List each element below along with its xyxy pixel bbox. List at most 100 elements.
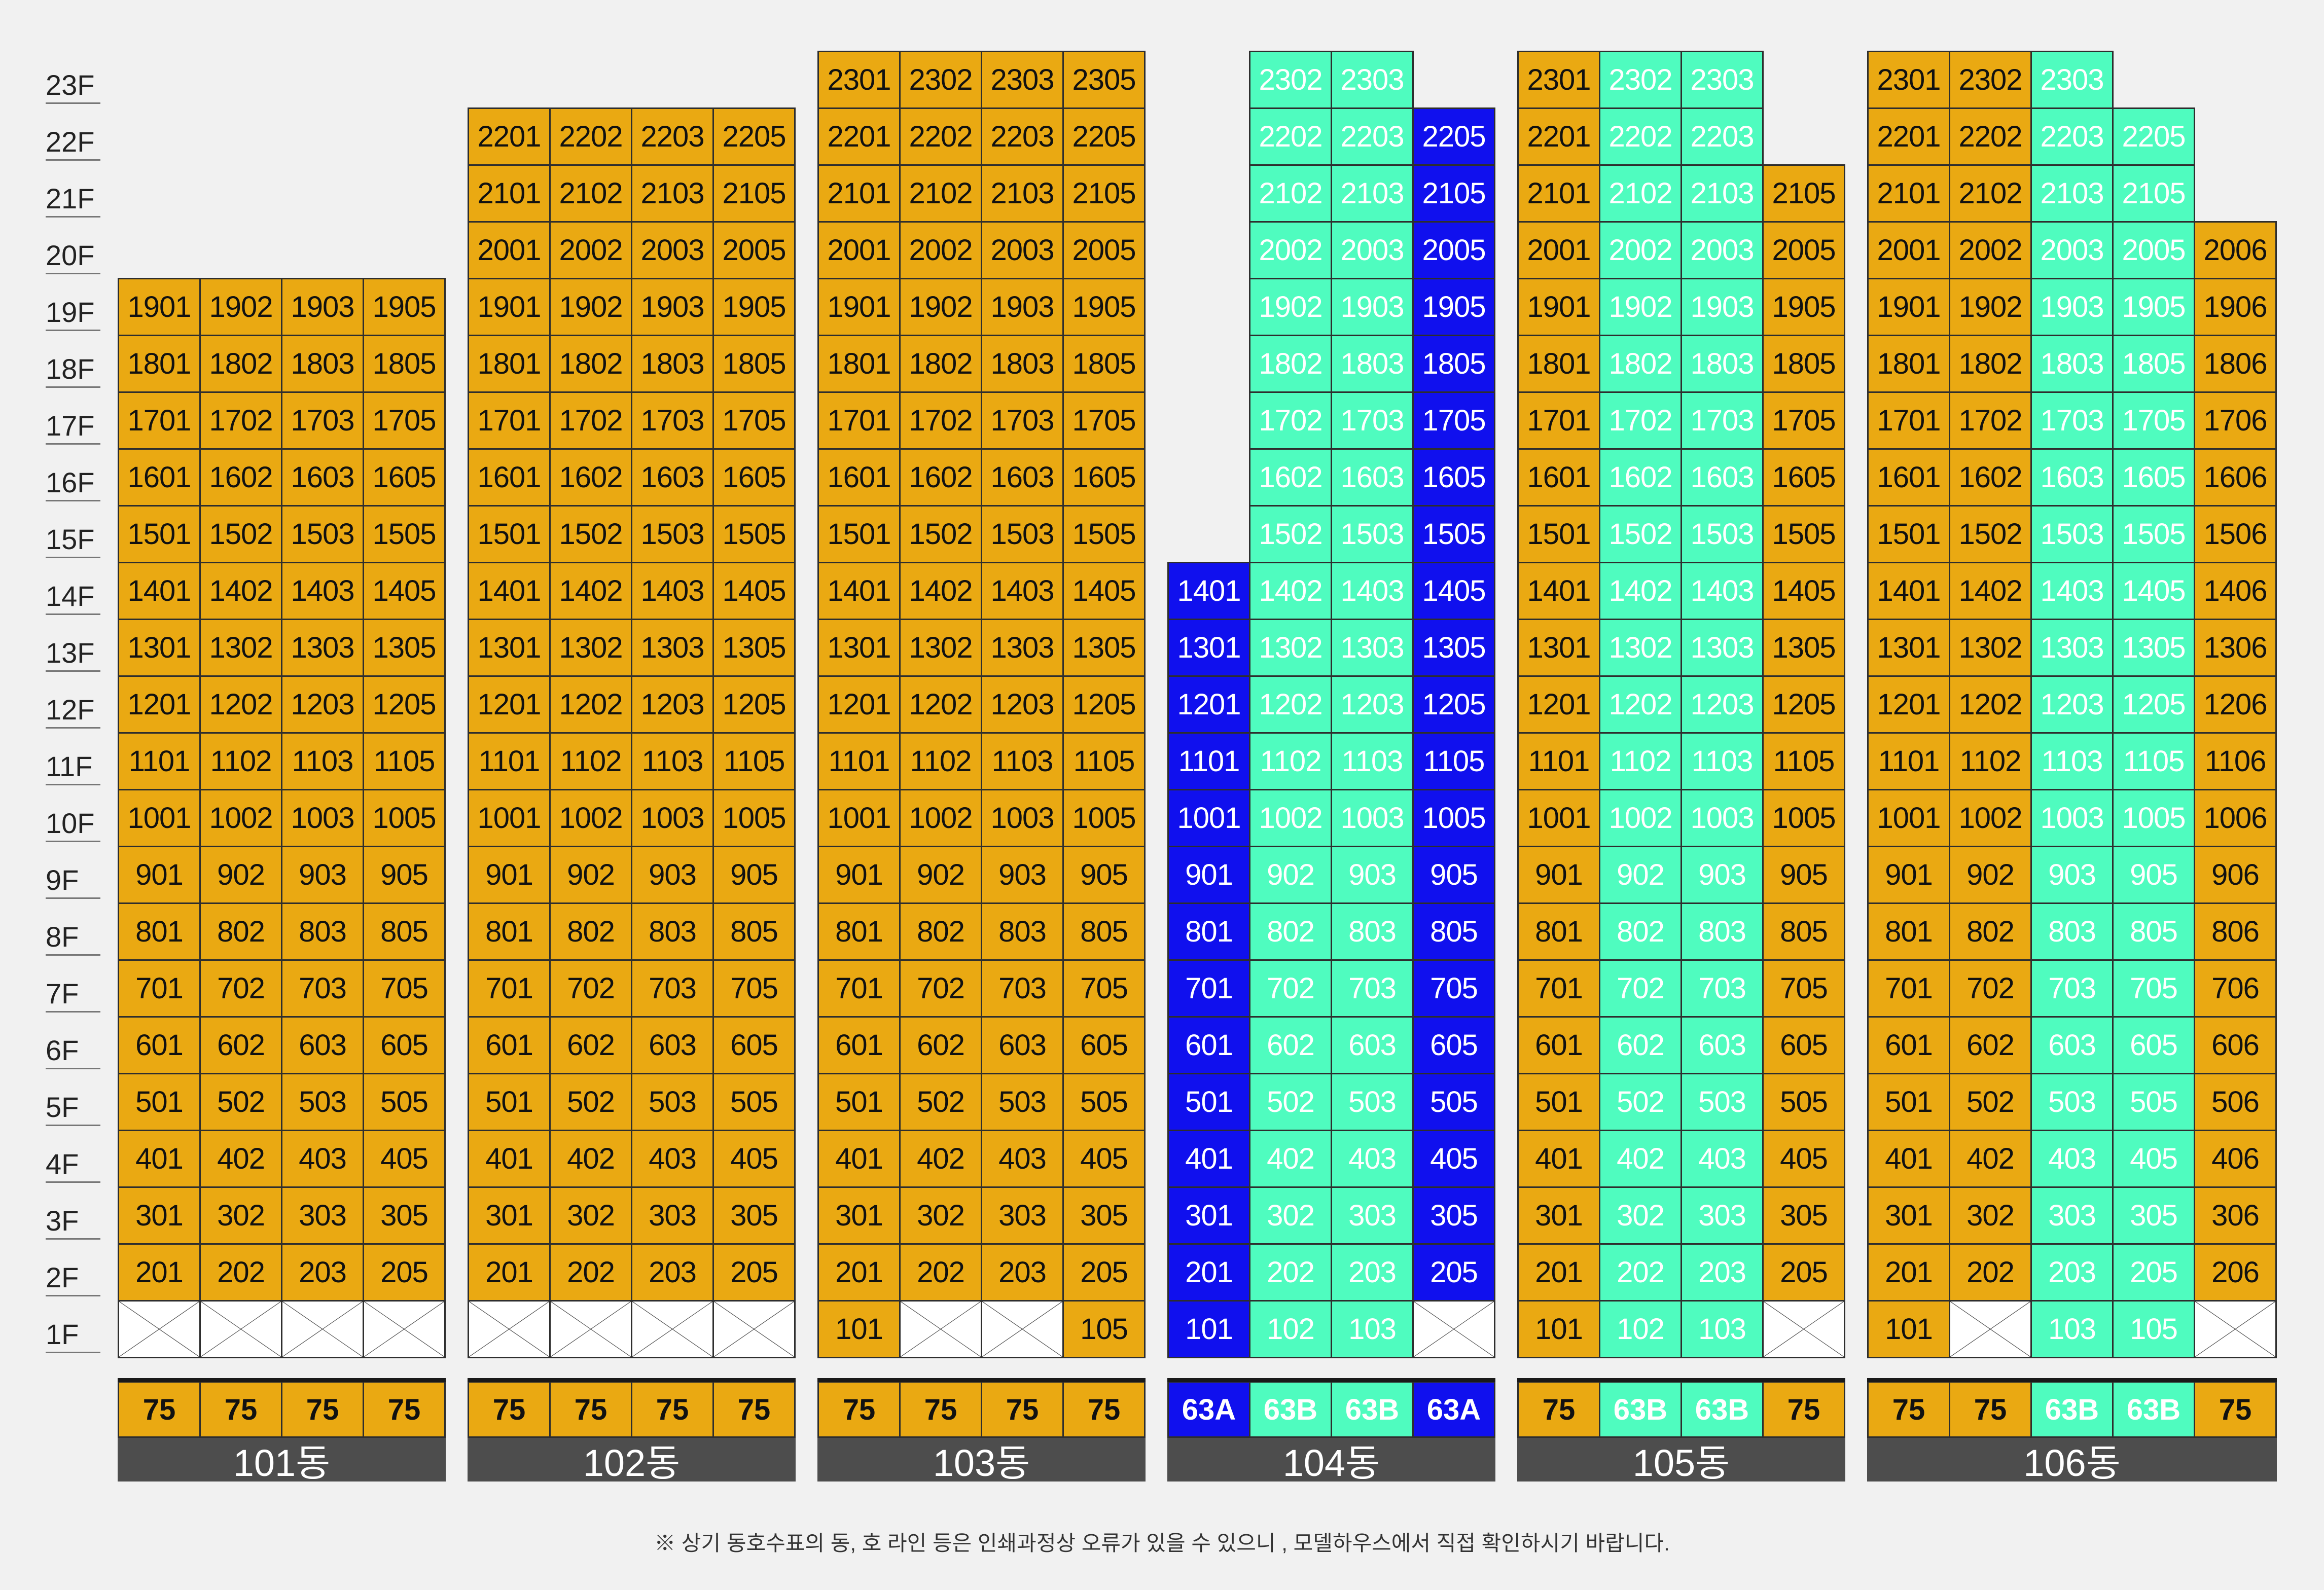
unit-cell[interactable]: 703 <box>981 959 1064 1018</box>
unit-cell[interactable]: 802 <box>899 902 982 961</box>
unit-cell[interactable]: 701 <box>1517 959 1600 1018</box>
unit-cell[interactable]: 502 <box>199 1073 282 1131</box>
unit-cell[interactable]: 1405 <box>2112 562 2195 620</box>
unit-cell[interactable]: 1502 <box>549 505 632 563</box>
unit-cell[interactable]: 1405 <box>1062 562 1146 620</box>
unit-cell[interactable]: 1801 <box>817 335 901 393</box>
unit-cell[interactable]: 706 <box>2194 959 2277 1018</box>
unit-cell[interactable]: 302 <box>1949 1186 2032 1245</box>
unit-cell[interactable]: 1303 <box>981 619 1064 677</box>
unit-cell[interactable]: 1805 <box>363 335 446 393</box>
unit-cell[interactable]: 1301 <box>1867 619 1950 677</box>
unit-cell[interactable]: 1803 <box>1331 335 1414 393</box>
unit-cell[interactable]: 803 <box>1331 902 1414 961</box>
unit-cell[interactable]: 503 <box>1331 1073 1414 1131</box>
unit-cell[interactable]: 2003 <box>2030 221 2114 279</box>
unit-cell[interactable]: 1901 <box>118 278 201 336</box>
unit-cell[interactable]: 1205 <box>1062 675 1146 734</box>
unit-cell[interactable]: 202 <box>899 1243 982 1302</box>
unit-cell[interactable]: 1105 <box>2112 732 2195 790</box>
unit-cell[interactable]: 405 <box>1412 1130 1495 1188</box>
unit-cell[interactable]: 1301 <box>118 619 201 677</box>
unit-cell[interactable]: 1302 <box>1949 619 2032 677</box>
unit-cell[interactable]: 1005 <box>2112 789 2195 847</box>
unit-cell[interactable]: 1503 <box>281 505 364 563</box>
unit-cell[interactable]: 301 <box>1167 1186 1250 1245</box>
unit-cell[interactable]: 1201 <box>1167 675 1250 734</box>
unit-cell[interactable]: 1506 <box>2194 505 2277 563</box>
unit-cell[interactable]: 1703 <box>1331 391 1414 450</box>
unit-cell[interactable]: 1602 <box>549 448 632 507</box>
unit-cell[interactable]: 505 <box>1062 1073 1146 1131</box>
unit-cell[interactable]: 301 <box>817 1186 901 1245</box>
unit-cell[interactable]: 2203 <box>1331 107 1414 166</box>
unit-cell[interactable]: 1401 <box>1867 562 1950 620</box>
unit-cell[interactable]: 501 <box>1167 1073 1250 1131</box>
unit-cell[interactable]: 1503 <box>2030 505 2114 563</box>
unit-cell[interactable]: 2302 <box>1949 51 2032 109</box>
unit-cell[interactable]: 1805 <box>1412 335 1495 393</box>
unit-cell[interactable]: 1902 <box>899 278 982 336</box>
unit-cell[interactable]: 2001 <box>1867 221 1950 279</box>
unit-cell[interactable]: 301 <box>118 1186 201 1245</box>
unit-cell[interactable]: 805 <box>1412 902 1495 961</box>
unit-cell[interactable]: 1602 <box>1599 448 1682 507</box>
unit-cell[interactable]: 1905 <box>1412 278 1495 336</box>
unit-cell[interactable]: 2105 <box>1412 164 1495 223</box>
unit-cell[interactable]: 1706 <box>2194 391 2277 450</box>
unit-cell[interactable]: 1502 <box>1949 505 2032 563</box>
unit-cell[interactable]: 1303 <box>1681 619 1764 677</box>
unit-cell[interactable]: 502 <box>1949 1073 2032 1131</box>
unit-cell[interactable]: 1501 <box>1867 505 1950 563</box>
unit-cell[interactable]: 1505 <box>363 505 446 563</box>
unit-cell[interactable]: 1102 <box>1599 732 1682 790</box>
unit-cell[interactable]: 505 <box>1412 1073 1495 1131</box>
unit-cell[interactable]: 1603 <box>281 448 364 507</box>
unit-cell[interactable]: 205 <box>712 1243 796 1302</box>
unit-cell[interactable]: 705 <box>1062 959 1146 1018</box>
unit-cell[interactable]: 401 <box>468 1130 551 1188</box>
unit-cell[interactable]: 701 <box>1867 959 1950 1018</box>
unit-cell[interactable]: 1905 <box>712 278 796 336</box>
unit-cell[interactable]: 505 <box>2112 1073 2195 1131</box>
unit-cell[interactable]: 301 <box>468 1186 551 1245</box>
unit-cell[interactable]: 1305 <box>1062 619 1146 677</box>
unit-cell[interactable]: 1703 <box>2030 391 2114 450</box>
unit-cell[interactable]: 1902 <box>1249 278 1332 336</box>
unit-cell[interactable]: 2001 <box>817 221 901 279</box>
unit-cell[interactable]: 501 <box>1517 1073 1600 1131</box>
unit-cell[interactable]: 605 <box>1762 1016 1845 1074</box>
unit-cell[interactable]: 1306 <box>2194 619 2277 677</box>
unit-cell[interactable]: 1201 <box>118 675 201 734</box>
unit-cell[interactable]: 105 <box>2112 1300 2195 1358</box>
unit-cell[interactable]: 303 <box>281 1186 364 1245</box>
unit-cell[interactable]: 2003 <box>981 221 1064 279</box>
unit-cell[interactable]: 1005 <box>712 789 796 847</box>
unit-cell[interactable]: 1903 <box>1331 278 1414 336</box>
unit-cell[interactable]: 1905 <box>1062 278 1146 336</box>
unit-cell[interactable]: 402 <box>549 1130 632 1188</box>
unit-cell[interactable]: 203 <box>1331 1243 1414 1302</box>
unit-cell[interactable]: 1505 <box>1762 505 1845 563</box>
unit-cell[interactable]: 1105 <box>1412 732 1495 790</box>
unit-cell[interactable]: 1401 <box>468 562 551 620</box>
unit-cell[interactable]: 103 <box>1681 1300 1764 1358</box>
unit-cell[interactable]: 1205 <box>2112 675 2195 734</box>
unit-cell[interactable]: 1702 <box>199 391 282 450</box>
unit-cell[interactable]: 2201 <box>817 107 901 166</box>
unit-cell[interactable]: 2102 <box>1249 164 1332 223</box>
unit-cell[interactable]: 303 <box>631 1186 714 1245</box>
unit-cell[interactable]: 1502 <box>1599 505 1682 563</box>
unit-cell[interactable]: 401 <box>817 1130 901 1188</box>
unit-cell[interactable]: 702 <box>1949 959 2032 1018</box>
unit-cell[interactable]: 1903 <box>631 278 714 336</box>
unit-cell[interactable]: 102 <box>1249 1300 1332 1358</box>
unit-cell[interactable]: 1803 <box>2030 335 2114 393</box>
unit-cell[interactable]: 1402 <box>199 562 282 620</box>
unit-cell[interactable]: 502 <box>549 1073 632 1131</box>
unit-cell[interactable]: 502 <box>1249 1073 1332 1131</box>
unit-cell[interactable]: 302 <box>1249 1186 1332 1245</box>
unit-cell[interactable]: 505 <box>363 1073 446 1131</box>
unit-cell[interactable]: 1303 <box>281 619 364 677</box>
unit-cell[interactable]: 1901 <box>468 278 551 336</box>
